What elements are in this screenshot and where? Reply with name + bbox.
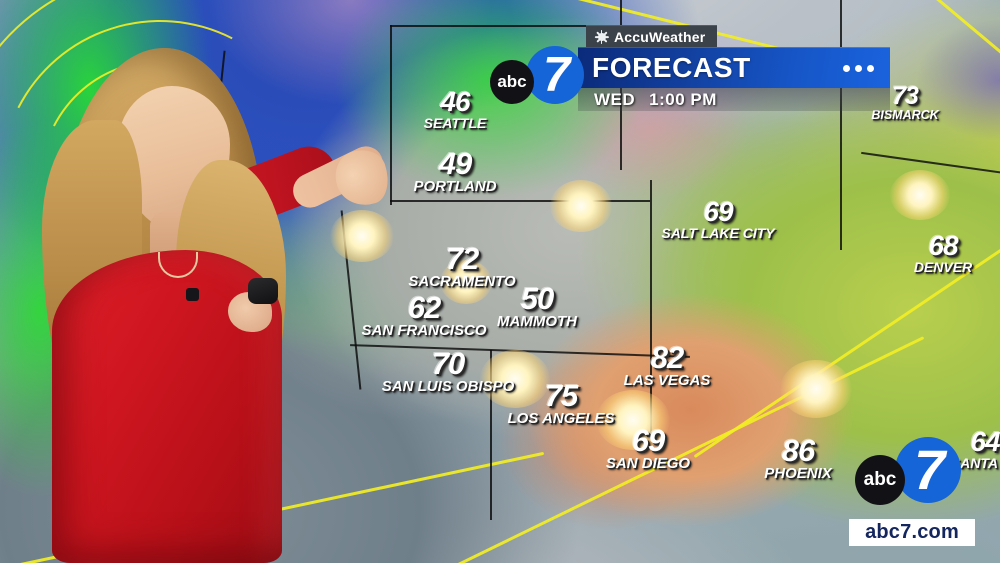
website-watermark[interactable]: abc7.com <box>849 519 975 546</box>
abc-wordmark: abc <box>863 469 897 490</box>
city-temperature: 46 <box>440 86 470 117</box>
forecast-title: FORECAST <box>592 52 751 83</box>
city-label: 70 SAN LUIS OBISPO <box>382 348 515 395</box>
city-label: 62 SAN FRANCISCO <box>361 292 486 339</box>
ellipsis-icon[interactable] <box>843 64 874 72</box>
city-name: MAMMOTH <box>497 313 577 330</box>
city-name: SACRAMENTO <box>408 273 516 290</box>
city-label: 86 PHOENIX <box>764 435 832 482</box>
city-name: LOS ANGELES <box>507 410 615 427</box>
city-name: SAN LUIS OBISPO <box>381 378 515 395</box>
city-name: PHOENIX <box>764 465 832 482</box>
city-label: 69 SALT LAKE CITY <box>661 198 774 241</box>
abc-circle: abc <box>855 455 905 505</box>
city-name: PORTLAND <box>413 178 497 195</box>
city-temperature: 72 <box>445 241 479 276</box>
city-label: 69 SAN DIEGO <box>606 425 690 472</box>
city-label: 68 DENVER <box>914 232 972 275</box>
city-name: SALT LAKE CITY <box>661 225 775 241</box>
city-label: 72 SACRAMENTO <box>408 243 515 290</box>
city-name: LAS VEGAS <box>623 372 711 389</box>
accuweather-brand-label: AccuWeather <box>614 28 706 45</box>
blue-circle <box>526 46 584 104</box>
city-temperature: 50 <box>520 281 554 316</box>
forecast-banner: FORECAST <box>578 47 890 88</box>
website-url-label: abc7.com <box>865 521 959 543</box>
forecast-time: 1:00 PM <box>649 89 717 109</box>
city-label: 49 PORTLAND <box>413 148 496 195</box>
city-label: 46 SEATTLE <box>424 88 487 131</box>
city-label: 50 MAMMOTH <box>497 283 577 330</box>
city-temperature: 49 <box>438 146 472 181</box>
seven-glyph: 7 <box>914 438 946 501</box>
accuweather-tab: AccuWeather <box>586 25 718 47</box>
city-label: 73 BISMARCK <box>871 84 938 122</box>
seven-glyph: 7 <box>543 48 571 102</box>
city-label: 82 LAS VEGAS <box>624 342 711 389</box>
city-name: BISMARCK <box>871 108 939 122</box>
forecast-day: WED <box>594 89 636 109</box>
city-temperature: 62 <box>407 290 441 325</box>
city-label: 75 LOS ANGELES <box>508 380 615 427</box>
city-temperature: 86 <box>781 433 815 468</box>
city-temperature: 64 <box>970 426 1000 457</box>
blue-circle <box>895 437 961 503</box>
city-temperature: 69 <box>631 423 665 458</box>
sun-icon <box>594 29 609 44</box>
city-temperature: 82 <box>650 340 684 375</box>
city-name: SAN DIEGO <box>605 455 691 472</box>
clicker-remote <box>248 278 278 304</box>
abc-circle: abc <box>490 60 534 104</box>
lapel-microphone <box>186 288 199 301</box>
city-temperature: 70 <box>431 346 465 381</box>
city-temperature: 68 <box>928 230 958 261</box>
forecast-timestamp: WED 1:00 PM <box>578 88 890 111</box>
abc-wordmark: abc <box>497 72 527 91</box>
city-temperature: 73 <box>892 82 919 110</box>
city-name: SANTA FE <box>950 455 1000 471</box>
city-name: SAN FRANCISCO <box>361 322 487 339</box>
city-temperature: 75 <box>544 378 578 413</box>
city-temperature: 69 <box>703 196 733 227</box>
abc7-logo-header: 7 abc <box>490 44 586 106</box>
city-name: SEATTLE <box>423 115 487 131</box>
city-name: DENVER <box>913 259 973 275</box>
abc7-logo-corner: 7 abc <box>855 437 963 507</box>
meteorologist <box>0 0 396 563</box>
